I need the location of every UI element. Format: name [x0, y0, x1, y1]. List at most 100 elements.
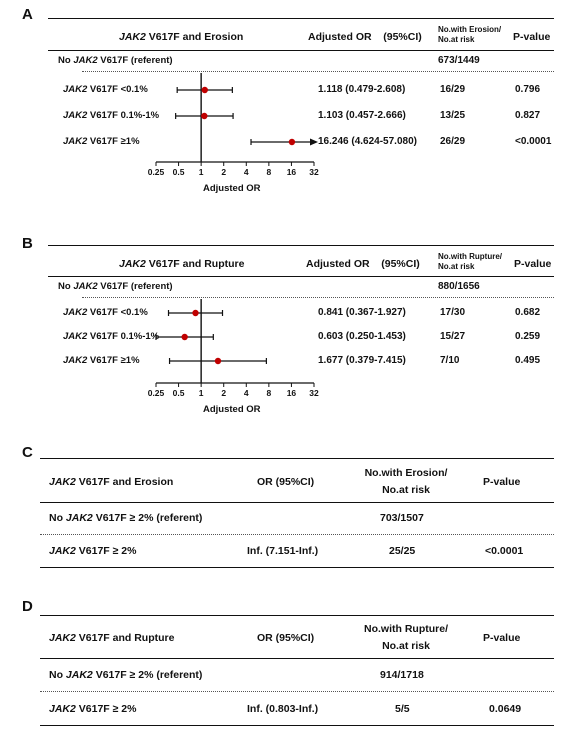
panel-c-p-value: <0.0001 — [485, 545, 524, 557]
panel-c-or-value: Inf. (7.151-Inf.) — [247, 545, 319, 557]
panel-b-or-value: 0.603 (0.250-1.453) — [318, 331, 406, 342]
x-tick-label: 4 — [244, 388, 249, 398]
x-tick-label: 0.5 — [173, 167, 185, 177]
x-tick-label: 1 — [199, 167, 204, 177]
panel-b-n-value: 7/10 — [440, 355, 460, 366]
x-tick-label: 32 — [309, 167, 319, 177]
panel-a-letter: A — [22, 6, 33, 23]
x-tick-label: 0.25 — [148, 388, 165, 398]
panel-a-title: JAK2 V617F and Erosion — [119, 31, 244, 43]
panel-d-p-value: 0.0649 — [489, 703, 522, 715]
panel-a-or-value: 1.118 (0.479-2.608) — [318, 84, 406, 95]
panel-a-p-value: 0.796 — [515, 84, 541, 95]
panel-c-letter: C — [22, 444, 33, 461]
panel-c-top-rule — [40, 458, 554, 459]
x-tick-label: 2 — [221, 167, 226, 177]
panel-c-header-rule — [40, 502, 554, 503]
panel-c-referent-rule — [40, 534, 554, 535]
panel-d-or-value: Inf. (0.803-Inf.) — [247, 703, 319, 715]
point-estimate — [201, 86, 208, 94]
panel-b-or-header: Adjusted OR (95%CI) — [306, 258, 420, 270]
panel-b-p-value: 0.682 — [515, 307, 541, 318]
panel-d-top-rule — [40, 615, 554, 616]
panel-a-p-header: P-value — [513, 31, 551, 43]
panel-a-x-axis-title: Adjusted OR — [203, 183, 261, 194]
panel-c-title: JAK2 V617F and Erosion — [49, 476, 174, 488]
panel-d-row-label: JAK2 V617F ≥ 2% — [49, 703, 137, 715]
panel-c-n-header: No.with Erosion/No.at risk — [364, 467, 448, 496]
point-estimate — [181, 333, 188, 341]
point-estimate — [201, 112, 208, 120]
panel-a-referent-label: No JAK2 V617F (referent) — [58, 55, 173, 66]
panel-d-n-value: 5/5 — [395, 703, 410, 715]
panel-b-n-header: No.with Rupture/No.at risk — [438, 252, 502, 271]
panel-d-p-header: P-value — [483, 632, 521, 644]
panel-b-header-rule — [48, 276, 554, 277]
panel-d-bottom-rule — [40, 725, 554, 726]
x-tick-label: 16 — [287, 167, 297, 177]
panel-b-referent-rule — [82, 297, 554, 298]
panel-d-referent-label: No JAK2 V617F ≥ 2% (referent) — [49, 669, 203, 681]
x-tick-label: 2 — [221, 388, 226, 398]
panel-c-p-header: P-value — [483, 476, 521, 488]
panel-b-or-value: 0.841 (0.367-1.927) — [318, 307, 406, 318]
panel-b-n-value: 15/27 — [440, 331, 466, 342]
x-tick-label: 0.5 — [173, 388, 185, 398]
panel-c-referent-label: No JAK2 V617F ≥ 2% (referent) — [49, 512, 203, 524]
panel-b-row-label: JAK2 V617F <0.1% — [63, 307, 148, 318]
panel-b-title: JAK2 V617F and Rupture — [119, 258, 245, 270]
point-estimate — [192, 309, 199, 317]
x-tick-label: 32 — [309, 388, 319, 398]
panel-b-p-value: 0.495 — [515, 355, 541, 366]
panel-d-letter: D — [22, 598, 33, 615]
panel-b-referent-label: No JAK2 V617F (referent) — [58, 281, 173, 292]
x-tick-label: 1 — [199, 388, 204, 398]
panel-a-top-rule — [48, 18, 554, 19]
panel-a-header-rule — [48, 50, 554, 51]
panel-b-p-header: P-value — [514, 258, 552, 270]
panel-a-row-label: JAK2 V617F 0.1%-1% — [63, 110, 160, 121]
panel-a-n-header: No.with Erosion/No.at risk — [438, 25, 502, 44]
panel-a-row-label: JAK2 V617F ≥1% — [63, 136, 140, 147]
panel-a-or-value: 1.103 (0.457-2.666) — [318, 110, 406, 121]
panel-b-row-label: JAK2 V617F 0.1%-1% — [63, 331, 160, 342]
panel-c-bottom-rule — [40, 567, 554, 568]
panel-b-top-rule — [48, 245, 554, 246]
panel-a-row-label: JAK2 V617F <0.1% — [63, 84, 148, 95]
panel-d-referent-n: 914/1718 — [380, 669, 424, 681]
panel-a-or-header: Adjusted OR (95%CI) — [308, 31, 422, 43]
panel-a-n-value: 16/29 — [440, 84, 466, 95]
panel-c-or-header: OR (95%CI) — [257, 476, 315, 488]
panel-b-letter: B — [22, 235, 33, 252]
panel-a-p-value: <0.0001 — [515, 136, 552, 147]
x-tick-label: 8 — [266, 167, 271, 177]
panel-c-row-label: JAK2 V617F ≥ 2% — [49, 545, 137, 557]
x-tick-label: 0.25 — [148, 167, 165, 177]
x-tick-label: 16 — [287, 388, 297, 398]
point-estimate — [214, 357, 222, 365]
panel-b-p-value: 0.259 — [515, 331, 541, 342]
x-tick-label: 8 — [266, 388, 271, 398]
panel-a-or-value: 16.246 (4.624-57.080) — [318, 136, 417, 147]
panel-d-header-rule — [40, 658, 554, 659]
panel-d-or-header: OR (95%CI) — [257, 632, 315, 644]
x-tick-label: 4 — [244, 167, 249, 177]
panel-b-referent-n: 880/1656 — [438, 281, 480, 292]
panel-d-n-header: No.with Rupture/No.at risk — [364, 623, 448, 652]
panel-a-p-value: 0.827 — [515, 110, 541, 121]
panel-a-n-value: 13/25 — [440, 110, 466, 121]
panel-b-row-label: JAK2 V617F ≥1% — [63, 355, 140, 366]
panel-c-n-value: 25/25 — [389, 545, 416, 557]
point-estimate — [288, 138, 296, 146]
panel-a-n-value: 26/29 — [440, 136, 466, 147]
panel-b-or-value: 1.677 (0.379-7.415) — [318, 355, 406, 366]
panel-b-x-axis-title: Adjusted OR — [203, 404, 261, 415]
panel-c-referent-n: 703/1507 — [380, 512, 424, 524]
panel-a-referent-n: 673/1449 — [438, 55, 480, 66]
panel-d-title: JAK2 V617F and Rupture — [49, 632, 175, 644]
panel-d-referent-rule — [40, 691, 554, 692]
panel-b-n-value: 17/30 — [440, 307, 466, 318]
panel-a-referent-rule — [82, 71, 554, 72]
